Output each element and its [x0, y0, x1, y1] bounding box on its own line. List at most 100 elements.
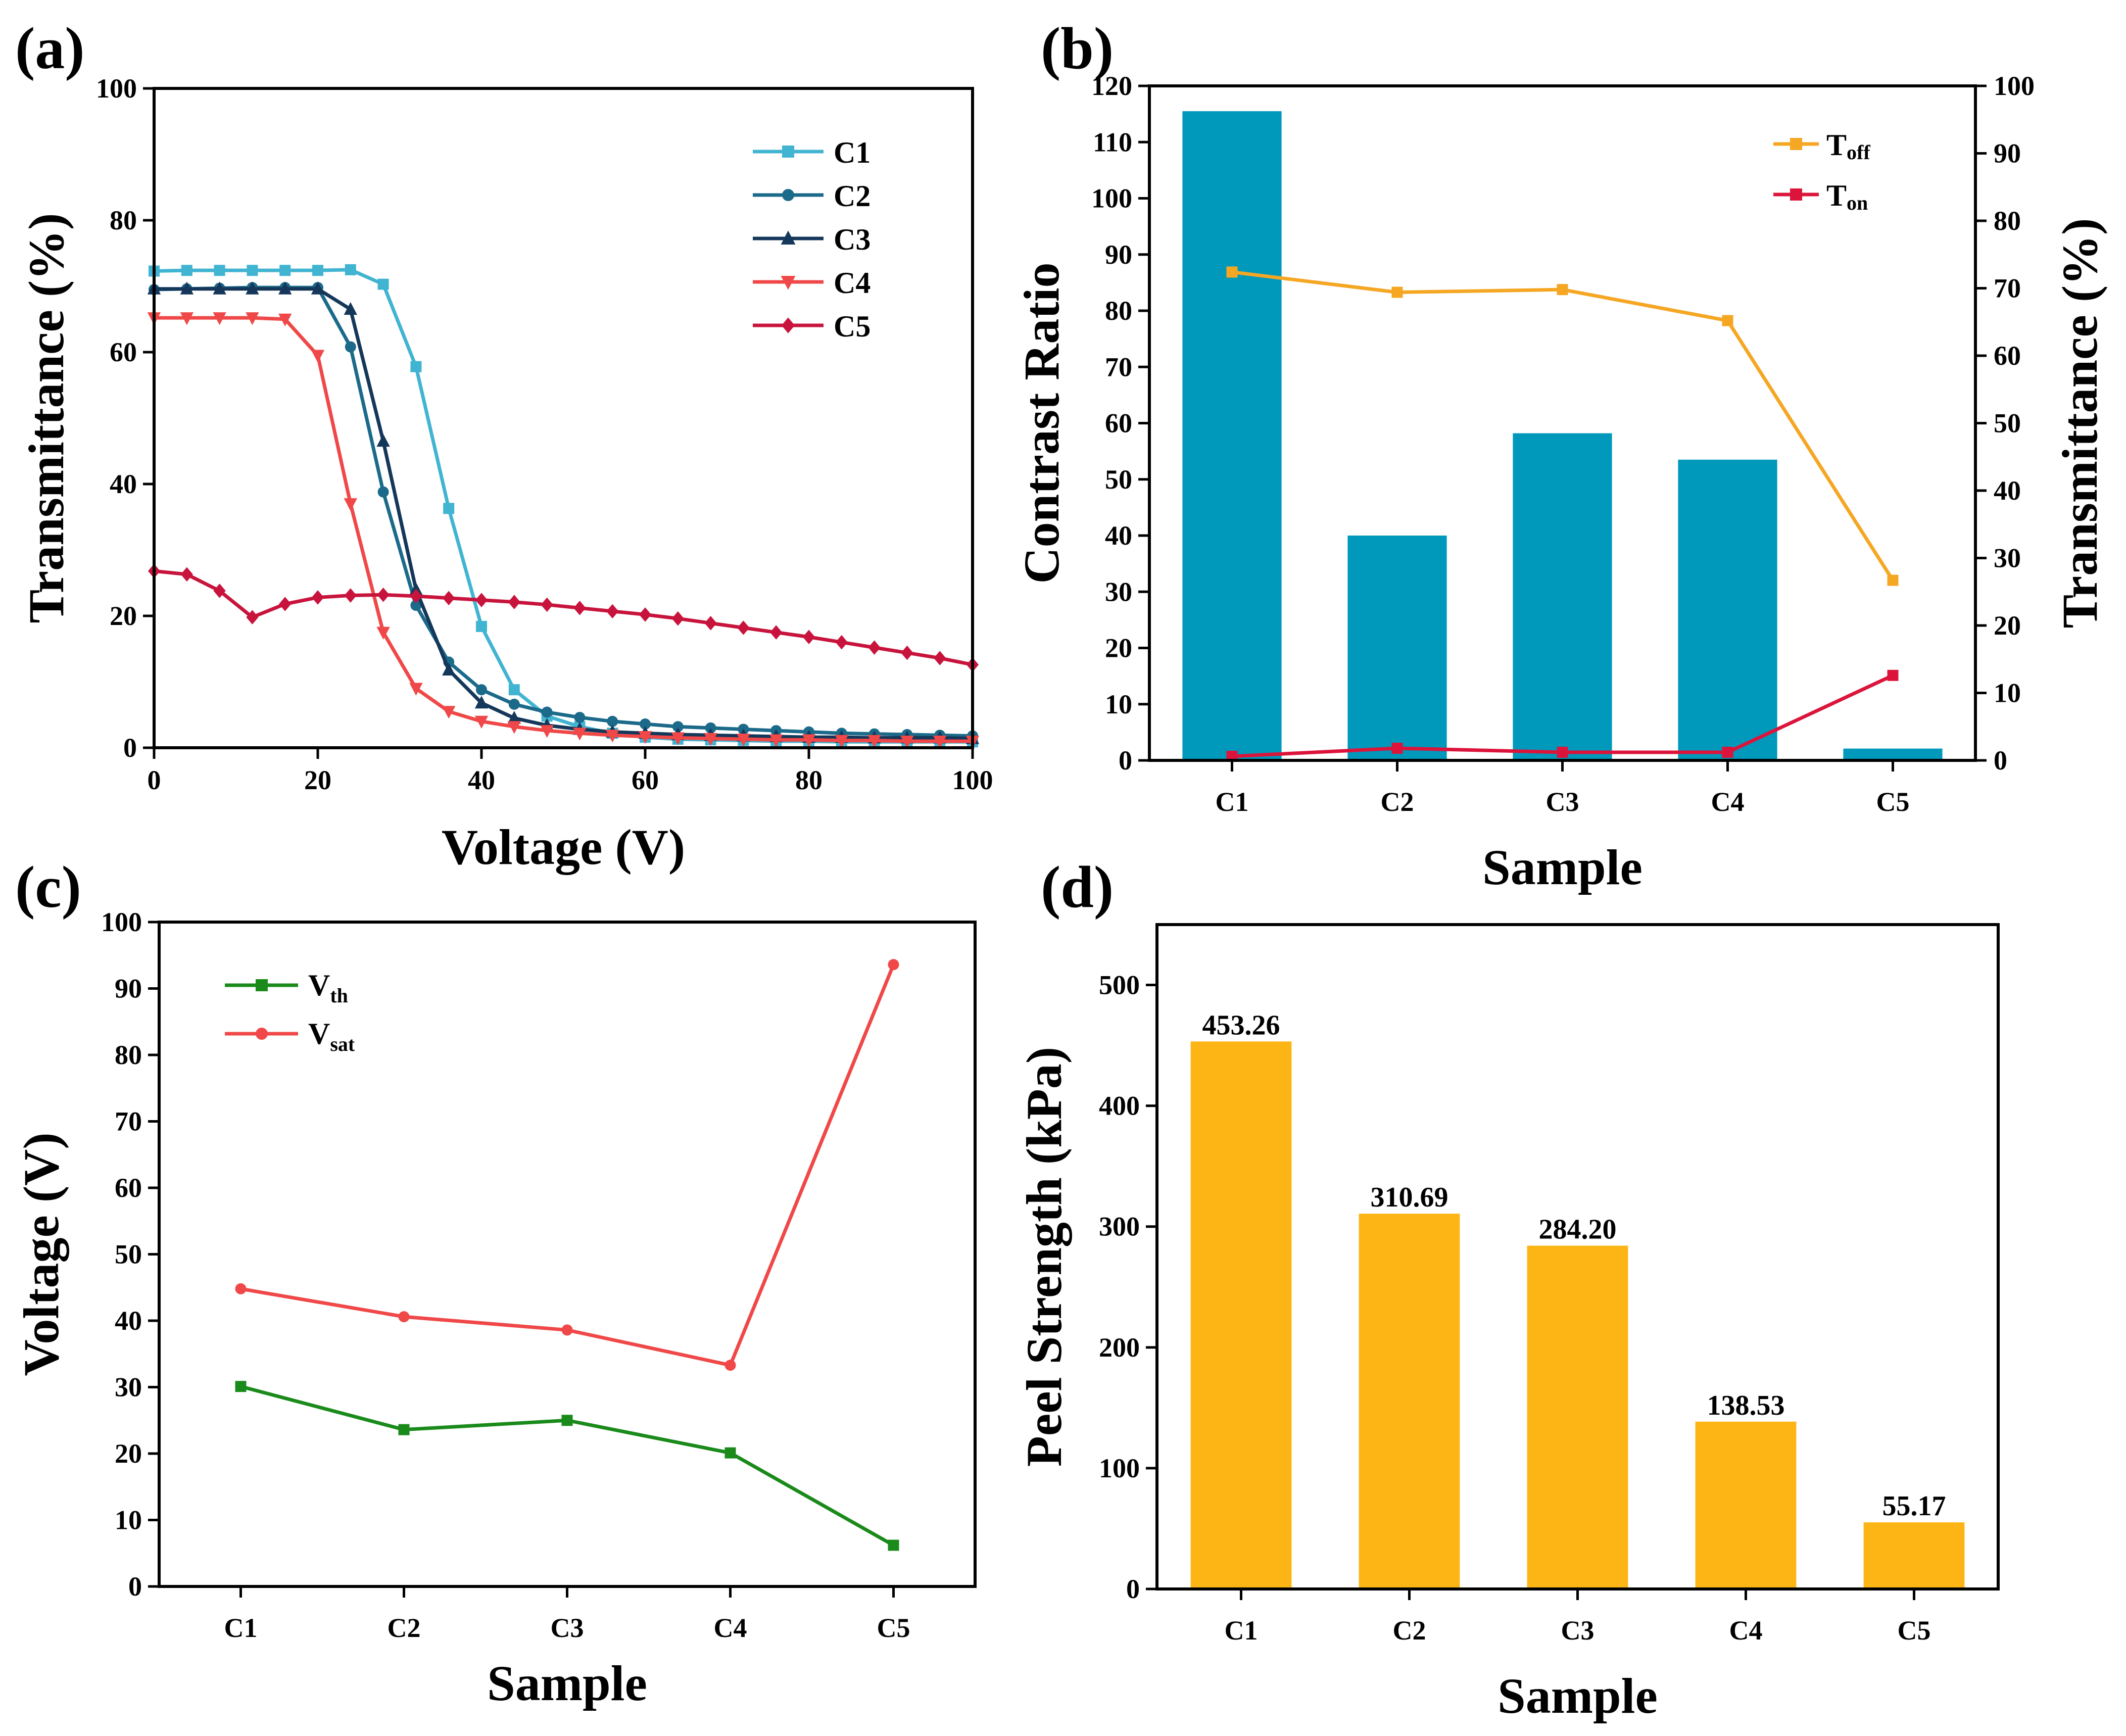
point-C2 — [705, 722, 716, 734]
data-label-C5: 55.17 — [1882, 1490, 1946, 1522]
x-tick-label: C1 — [224, 1613, 258, 1643]
y2-tick-label: 70 — [1994, 273, 2021, 304]
series-Vth — [235, 1381, 899, 1551]
point-C4 — [180, 312, 194, 325]
point-C3 — [180, 281, 194, 295]
x-tick-label: C4 — [714, 1613, 747, 1643]
point-C4 — [246, 312, 259, 325]
point-C4 — [278, 313, 292, 327]
point-C5 — [868, 640, 881, 655]
point-C2 — [607, 715, 618, 727]
x-tick-label: C5 — [877, 1613, 910, 1643]
y2-tick-label: 10 — [1994, 678, 2021, 708]
y-tick-label: 20 — [1105, 633, 1132, 663]
y-tick-label: 120 — [1091, 71, 1132, 101]
series-C3 — [147, 281, 980, 744]
point-C5 — [639, 607, 652, 622]
point-Ton — [1887, 669, 1899, 681]
bar-C1 — [1190, 1041, 1292, 1589]
legend-label-Vth: Vth — [308, 969, 348, 1007]
point-C5 — [377, 587, 390, 602]
x-tick-label: C4 — [1711, 787, 1745, 817]
y-axis-title: Transmittance (%) — [18, 213, 74, 623]
point-Toff — [1226, 266, 1238, 278]
point-C5 — [508, 595, 520, 609]
y2-tick-label: 30 — [1994, 543, 2021, 573]
point-C5 — [410, 589, 422, 604]
point-C5 — [344, 588, 357, 603]
point-Toff — [1887, 574, 1899, 586]
point-C4 — [704, 733, 717, 746]
x-tick-label: C5 — [1898, 1615, 1931, 1646]
legend-marker-C2 — [782, 189, 794, 201]
y-tick-label: 50 — [115, 1239, 142, 1270]
y2-tick-label: 0 — [1994, 745, 2007, 776]
y-tick-label: 90 — [1105, 239, 1132, 270]
y2-tick-label: 20 — [1994, 610, 2021, 641]
legend-label-main: V — [308, 1017, 330, 1050]
line-Vth — [240, 1384, 895, 1547]
point-Vsat — [561, 1324, 573, 1336]
x-tick-label: C3 — [551, 1613, 584, 1643]
y-tick-label: 20 — [115, 1438, 142, 1469]
point-Vsat — [724, 1360, 736, 1371]
point-C4 — [213, 312, 226, 325]
point-C3 — [344, 302, 357, 315]
point-C3 — [474, 695, 489, 709]
point-Vsat — [398, 1311, 410, 1323]
x-tick-label: 20 — [304, 765, 331, 795]
point-C5 — [835, 635, 848, 650]
point-Vth — [888, 1539, 899, 1551]
data-label-C1: 453.26 — [1202, 1009, 1280, 1041]
line-C3 — [154, 287, 973, 741]
bar-C5 — [1863, 1522, 1965, 1589]
y-tick-label: 100 — [96, 73, 137, 104]
point-C3 — [376, 433, 390, 447]
point-C3 — [442, 662, 456, 676]
y-tick-label: 80 — [1105, 296, 1132, 326]
y-tick-label: 20 — [110, 601, 137, 631]
series-C2 — [149, 282, 978, 742]
bar-C3 — [1527, 1245, 1628, 1589]
x-tick-label: C4 — [1729, 1615, 1763, 1646]
point-C1 — [476, 620, 487, 632]
point-C2 — [377, 486, 389, 498]
point-C4 — [540, 725, 554, 738]
x-tick-label: C1 — [1216, 787, 1249, 817]
point-C4 — [507, 721, 521, 734]
y-tick-label: 30 — [1105, 576, 1132, 607]
point-C5 — [246, 610, 259, 624]
point-C4 — [737, 734, 750, 747]
y-tick-label: 200 — [1099, 1332, 1140, 1363]
legend-label-Toff: Toff — [1826, 128, 1870, 164]
point-C4 — [376, 626, 390, 640]
plot-area — [153, 87, 974, 749]
y-tick-label: 100 — [1099, 1453, 1140, 1483]
point-C4 — [606, 730, 619, 743]
data-label-C4: 138.53 — [1707, 1390, 1785, 1421]
point-C3 — [213, 281, 226, 295]
point-C4 — [867, 735, 881, 748]
x-axis-title: Voltage (V) — [442, 819, 685, 875]
legend-label-main: T — [1826, 128, 1847, 162]
point-C5 — [901, 645, 913, 660]
point-C4 — [835, 735, 848, 748]
point-C2 — [541, 706, 553, 718]
point-C1 — [508, 684, 520, 696]
point-C4 — [573, 728, 587, 741]
y2-tick-label: 80 — [1994, 206, 2021, 236]
y-axis-title: Peel Strength (kPa) — [1016, 1047, 1072, 1467]
point-C2 — [640, 718, 651, 730]
x-axis-title: Sample — [1482, 839, 1642, 895]
legend-marker-C1 — [782, 146, 794, 158]
series-C4 — [147, 312, 980, 749]
point-C1 — [443, 503, 455, 514]
y2-tick-label: 60 — [1994, 341, 2021, 371]
x-tick-label: 0 — [148, 765, 161, 795]
point-C4 — [409, 683, 423, 696]
bar-C4 — [1695, 1421, 1797, 1589]
point-C1 — [181, 265, 192, 276]
legend-marker-C5 — [781, 317, 795, 333]
point-C3 — [507, 710, 521, 724]
